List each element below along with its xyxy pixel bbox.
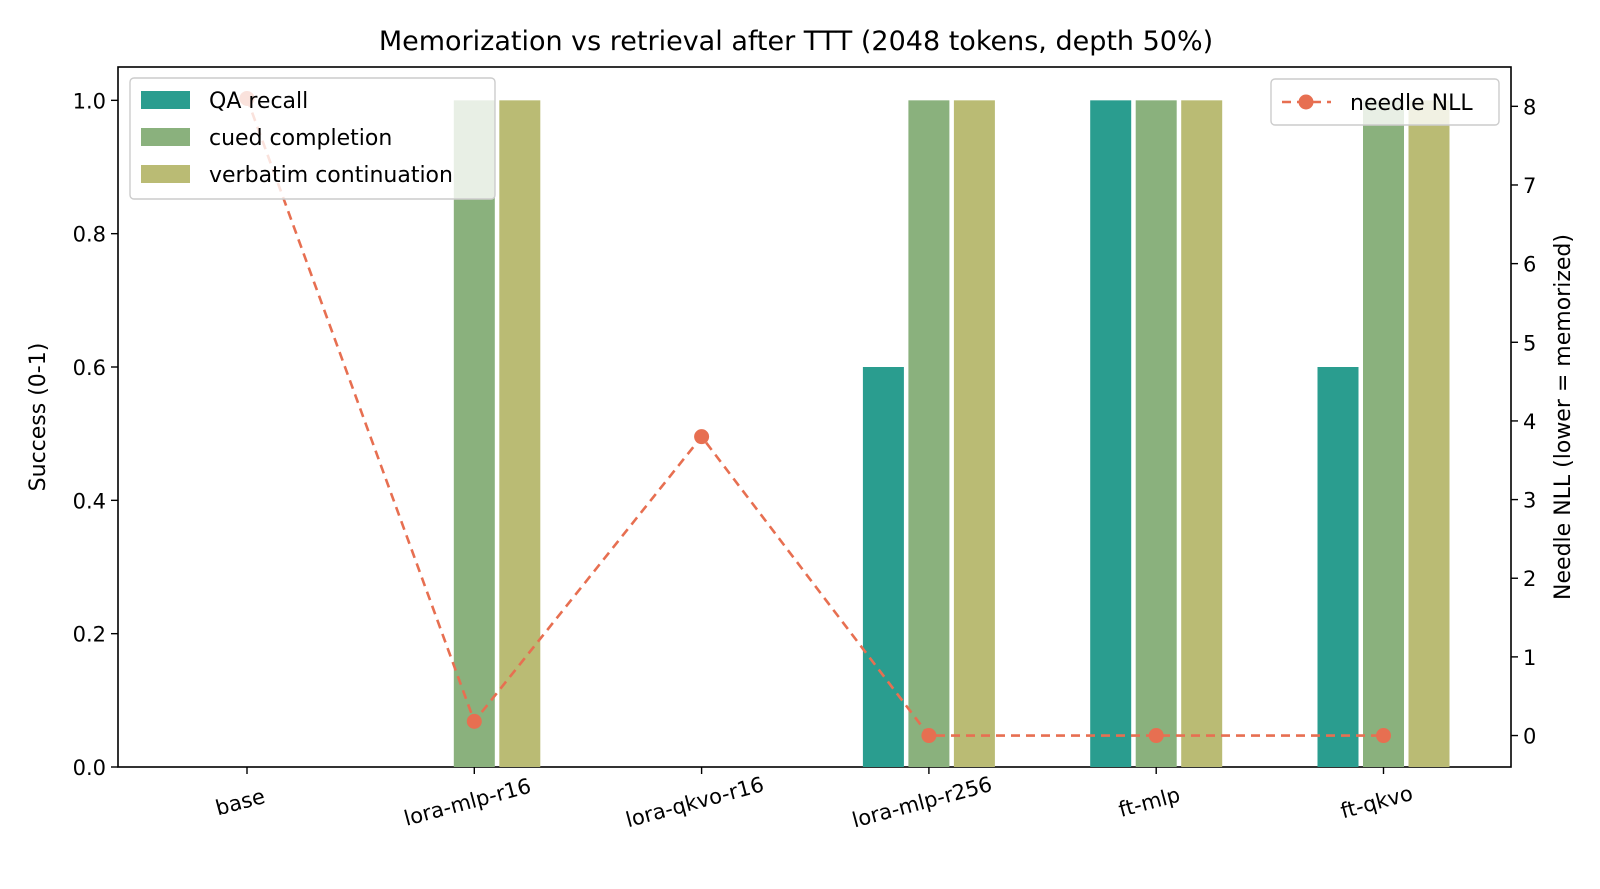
y-tick-label: 1.0 <box>73 89 106 113</box>
bar <box>453 100 495 768</box>
x-tick-label: lora-mlp-r16 <box>401 774 533 831</box>
bar <box>1317 367 1359 767</box>
x-axis: base lora-mlp-r16 lora-qkvo-r16 lora-mlp-r2… <box>213 767 1415 832</box>
bar <box>1135 100 1177 768</box>
needle-nll-point <box>1376 728 1391 744</box>
needle-nll-point <box>466 713 482 729</box>
bar <box>1363 100 1404 768</box>
y-axis-label: Success (0-1) <box>26 343 51 492</box>
y2-tick-label: 1 <box>1523 646 1536 670</box>
bar <box>1408 100 1450 768</box>
y-axis-left: 0.0 0.2 0.4 0.6 0.8 1.0 <box>73 89 118 780</box>
legend-marker <box>1298 94 1314 110</box>
plot-frame <box>117 66 1512 768</box>
legend-label: needle NLL <box>1350 91 1473 116</box>
y-tick-label: 0.2 <box>73 623 106 647</box>
bar <box>1090 100 1132 768</box>
y2-tick-label: 0 <box>1523 725 1536 749</box>
legend-label: cued completion <box>209 126 392 151</box>
y2-tick-label: 7 <box>1523 174 1536 198</box>
needle-nll-line <box>245 98 1384 737</box>
bar <box>499 100 541 768</box>
y2-tick-label: 6 <box>1523 253 1536 277</box>
bar <box>953 100 995 768</box>
x-tick-label: lora-mlp-r256 <box>850 772 995 832</box>
y2-tick-label: 5 <box>1523 331 1536 355</box>
y-tick-label: 0.0 <box>73 756 106 780</box>
legend-swatch <box>141 165 190 183</box>
y2-tick-label: 3 <box>1523 489 1536 513</box>
bar <box>908 100 950 768</box>
needle-nll-point <box>921 728 937 744</box>
bar <box>862 367 904 767</box>
y2-tick-label: 2 <box>1523 567 1536 591</box>
x-tick-label: ft-qkvo <box>1338 781 1415 823</box>
x-tick-label: lora-qkvo-r16 <box>623 772 766 832</box>
needle-nll-point <box>694 429 710 445</box>
y2-tick-label: 4 <box>1523 410 1536 434</box>
y-tick-label: 0.6 <box>73 356 106 380</box>
legend-label: verbatim continuation <box>209 163 453 188</box>
bars-layer <box>453 100 1450 768</box>
legend-swatch <box>141 128 190 146</box>
legend-primary: QA recall cued completion verbatim continu… <box>129 77 496 200</box>
y-tick-label: 0.4 <box>73 489 106 513</box>
legend-swatch <box>141 91 190 109</box>
bar <box>1181 100 1223 768</box>
x-tick-label: ft-mlp <box>1116 783 1183 822</box>
legend-secondary: needle NLL <box>1270 78 1500 126</box>
chart-title: Memorization vs retrieval after TTT (204… <box>379 26 1213 57</box>
y-axis-right: 0 1 2 3 4 5 6 7 8 <box>1511 95 1536 749</box>
y2-tick-label: 8 <box>1523 95 1536 119</box>
y-tick-label: 0.8 <box>73 223 106 247</box>
needle-nll-point <box>1148 728 1164 744</box>
legend-label: QA recall <box>209 89 308 114</box>
legend-box <box>1270 78 1500 126</box>
y2-axis-label: Needle NLL (lower = memorized) <box>1551 234 1576 600</box>
x-tick-label: base <box>213 784 268 820</box>
legend-box <box>129 77 496 200</box>
